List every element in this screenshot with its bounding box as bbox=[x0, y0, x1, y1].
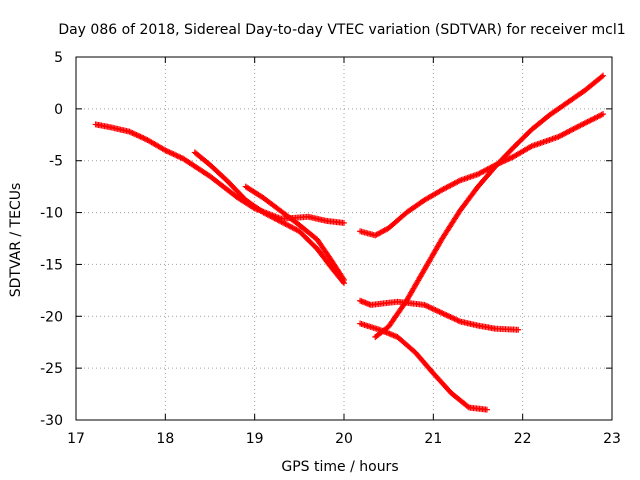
data-point bbox=[455, 178, 462, 185]
data-point bbox=[598, 73, 605, 80]
series-arc-5 bbox=[357, 297, 522, 333]
data-point bbox=[431, 306, 438, 313]
data-point bbox=[453, 316, 460, 323]
data-point bbox=[340, 275, 347, 282]
data-point bbox=[126, 128, 133, 135]
y-tick-label: -10 bbox=[40, 206, 63, 222]
y-axis-ticks: 5 0 -5 -10 -15 -20 -25 -30 bbox=[40, 50, 612, 429]
data-point bbox=[140, 135, 147, 142]
series-arc-7 bbox=[372, 72, 607, 341]
data-point bbox=[451, 315, 458, 322]
data-point bbox=[464, 403, 471, 410]
data-point bbox=[439, 310, 446, 317]
data-point bbox=[141, 135, 148, 142]
data-point bbox=[527, 143, 534, 150]
y-tick-label: -5 bbox=[49, 154, 63, 170]
data-markers bbox=[92, 72, 607, 413]
y-tick-label: -20 bbox=[40, 309, 63, 325]
data-point bbox=[170, 151, 177, 158]
x-tick-label: 20 bbox=[335, 431, 353, 447]
data-point bbox=[447, 314, 454, 321]
x-tick-label: 22 bbox=[514, 431, 532, 447]
data-point bbox=[341, 276, 347, 283]
data-point bbox=[134, 132, 141, 139]
data-point bbox=[515, 326, 522, 333]
data-point bbox=[455, 317, 462, 324]
data-point bbox=[433, 307, 440, 314]
series-arc-4 bbox=[357, 111, 607, 239]
data-point bbox=[454, 317, 461, 324]
data-point bbox=[174, 153, 181, 160]
x-tick-label: 23 bbox=[603, 431, 621, 447]
data-point bbox=[506, 155, 513, 162]
data-point bbox=[450, 315, 457, 322]
data-point bbox=[440, 310, 447, 317]
data-point bbox=[132, 131, 139, 138]
data-point bbox=[421, 301, 428, 308]
data-point bbox=[424, 303, 431, 310]
data-point bbox=[448, 314, 455, 321]
x-axis-label: GPS time / hours bbox=[281, 459, 398, 475]
data-point bbox=[483, 406, 490, 413]
data-point bbox=[133, 131, 140, 138]
data-point bbox=[442, 311, 449, 318]
x-tick-label: 18 bbox=[156, 431, 174, 447]
data-point bbox=[425, 303, 432, 310]
data-point bbox=[443, 312, 450, 319]
x-tick-label: 19 bbox=[246, 431, 264, 447]
data-point bbox=[176, 153, 183, 160]
data-point bbox=[171, 151, 178, 158]
x-tick-label: 17 bbox=[67, 431, 85, 447]
series-arc-3 bbox=[242, 183, 347, 283]
data-point bbox=[422, 302, 429, 309]
data-point bbox=[432, 306, 439, 313]
data-point bbox=[436, 308, 443, 315]
y-tick-label: -30 bbox=[40, 413, 63, 429]
data-point bbox=[429, 305, 436, 312]
data-point bbox=[130, 130, 137, 137]
y-tick-label: 5 bbox=[54, 50, 63, 66]
chart-title: Day 086 of 2018, Sidereal Day-to-day VTE… bbox=[58, 22, 625, 38]
y-tick-label: 0 bbox=[54, 102, 63, 118]
y-axis-label: SDTVAR / TECUs bbox=[8, 183, 24, 298]
data-point bbox=[166, 149, 173, 156]
data-point bbox=[127, 129, 134, 136]
x-axis-ticks: 17 18 19 20 21 22 23 bbox=[67, 57, 621, 447]
data-point bbox=[446, 313, 453, 320]
data-point bbox=[444, 312, 451, 319]
y-tick-label: -15 bbox=[40, 257, 63, 273]
data-point bbox=[169, 150, 176, 157]
data-point bbox=[173, 152, 180, 159]
data-point bbox=[163, 147, 170, 154]
x-tick-label: 21 bbox=[424, 431, 442, 447]
data-point bbox=[167, 149, 174, 156]
data-point bbox=[138, 134, 145, 141]
data-point bbox=[505, 156, 512, 163]
data-point bbox=[165, 148, 172, 155]
data-point bbox=[437, 309, 444, 316]
data-point bbox=[507, 154, 514, 161]
data-point bbox=[136, 133, 143, 140]
data-point bbox=[341, 219, 347, 226]
grid bbox=[76, 57, 612, 420]
data-point bbox=[435, 308, 442, 315]
data-point bbox=[600, 111, 607, 118]
y-tick-label: -25 bbox=[40, 361, 63, 377]
data-point bbox=[600, 72, 607, 79]
data-point bbox=[162, 147, 169, 154]
data-point bbox=[129, 129, 136, 136]
data-point bbox=[428, 305, 435, 312]
data-point bbox=[137, 133, 144, 140]
data-point bbox=[426, 304, 433, 311]
data-point bbox=[177, 154, 184, 161]
